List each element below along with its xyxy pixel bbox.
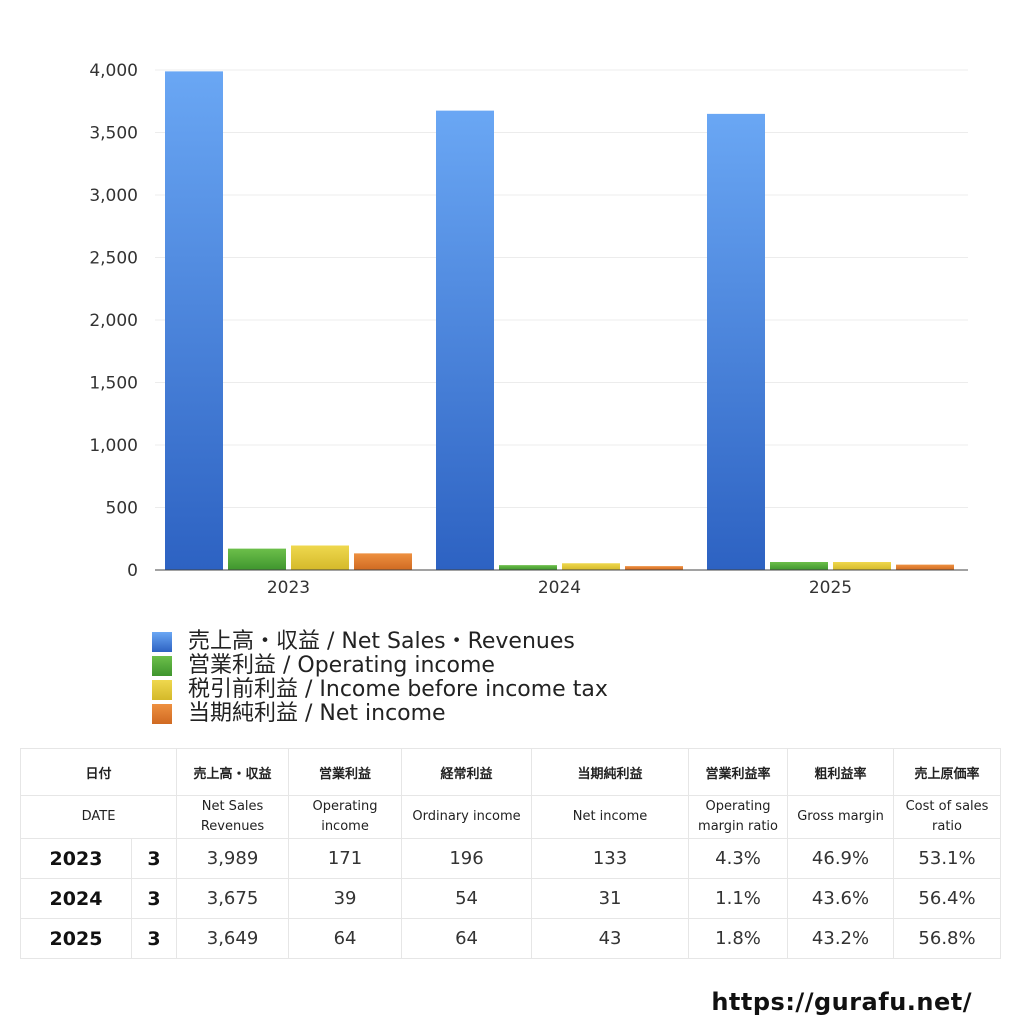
cell-operating-income: 171 xyxy=(288,838,403,879)
header-net-income-en: Net income xyxy=(531,795,690,839)
cell-operating-income: 39 xyxy=(288,878,403,919)
cell-net-sales: 3,675 xyxy=(176,878,290,919)
cell-cost-ratio: 56.8% xyxy=(893,918,1002,959)
x-tick-label: 2023 xyxy=(267,578,310,598)
legend-item-pretax-income: 税引前利益 / Income before income tax xyxy=(152,678,608,702)
cell-cost-ratio: 53.1% xyxy=(893,838,1002,879)
table-header-ja: 日付 売上高・収益 営業利益 経常利益 当期純利益 営業利益率 粗利益率 売上原… xyxy=(19,748,1002,796)
header-net-income-ja: 当期純利益 xyxy=(531,748,690,796)
header-net-sales-ja: 売上高・収益 xyxy=(176,748,290,796)
legend-swatch-net-income xyxy=(152,704,172,724)
cell-operating-margin: 1.8% xyxy=(688,918,789,959)
cell-net-income: 43 xyxy=(531,918,690,959)
y-tick-label: 0 xyxy=(127,561,138,581)
bar-series-0-2023 xyxy=(165,71,223,570)
site-url[interactable]: https://gurafu.net/ xyxy=(711,988,972,1016)
legend-item-net-income: 当期純利益 / Net income xyxy=(152,702,608,726)
y-tick-label: 3,500 xyxy=(89,124,138,144)
row-month: 3 xyxy=(130,838,178,879)
cell-cost-ratio: 56.4% xyxy=(893,878,1002,919)
row-year: 2025 xyxy=(20,918,132,959)
bars xyxy=(165,71,954,570)
financial-table: 日付 売上高・収益 営業利益 経常利益 当期純利益 営業利益率 粗利益率 売上原… xyxy=(19,748,1002,959)
cell-net-income: 133 xyxy=(531,838,690,879)
legend-swatch-net-sales xyxy=(152,632,172,652)
header-operating-margin-ja: 営業利益率 xyxy=(688,748,789,796)
bar-series-0-2024 xyxy=(436,110,494,570)
header-operating-income-ja: 営業利益 xyxy=(288,748,403,796)
header-cost-ratio-en: Cost of sales ratio xyxy=(893,795,1002,839)
bar-series-2-2023 xyxy=(291,545,349,570)
bar-series-2-2025 xyxy=(833,562,891,570)
legend: 売上高・収益 / Net Sales・Revenues 営業利益 / Opera… xyxy=(152,630,608,726)
cell-net-income: 31 xyxy=(531,878,690,919)
x-tick-label: 2024 xyxy=(538,578,581,598)
bar-series-1-2025 xyxy=(770,562,828,570)
y-tick-label: 3,000 xyxy=(89,186,138,206)
table-header-en: DATE Net Sales Revenues Operating income O… xyxy=(19,795,1002,839)
bar-series-1-2023 xyxy=(228,548,286,570)
cell-gross-margin: 43.6% xyxy=(787,878,895,919)
cell-ordinary-income: 196 xyxy=(401,838,533,879)
grid-lines xyxy=(155,69,968,508)
legend-label-pretax-income: 税引前利益 / Income before income tax xyxy=(188,677,608,702)
y-tick-label: 500 xyxy=(106,499,138,519)
cell-net-sales: 3,989 xyxy=(176,838,290,879)
cell-ordinary-income: 64 xyxy=(401,918,533,959)
header-ordinary-income-ja: 経常利益 xyxy=(401,748,533,796)
legend-label-net-income: 当期純利益 / Net income xyxy=(188,701,446,726)
header-ordinary-income-en: Ordinary income xyxy=(401,795,533,839)
bar-series-3-2023 xyxy=(354,553,412,570)
header-date-en: DATE xyxy=(19,795,178,839)
bar-series-0-2025 xyxy=(707,113,765,570)
y-tick-label: 1,000 xyxy=(89,436,138,456)
header-date-ja: 日付 xyxy=(19,748,178,796)
header-operating-income-en: Operating income xyxy=(288,795,403,839)
legend-label-operating-income: 営業利益 / Operating income xyxy=(188,653,495,678)
legend-swatch-operating-income xyxy=(152,656,172,676)
header-operating-margin-en: Operating margin ratio xyxy=(688,795,789,839)
legend-item-operating-income: 営業利益 / Operating income xyxy=(152,654,608,678)
legend-label-net-sales: 売上高・収益 / Net Sales・Revenues xyxy=(188,629,575,654)
header-net-sales-en: Net Sales Revenues xyxy=(176,795,290,839)
cell-gross-margin: 46.9% xyxy=(787,838,895,879)
bar-chart: 0 500 1,000 1,500 2,000 2,500 3,000 3,500 4,000 2… xyxy=(89,61,968,598)
cell-operating-income: 64 xyxy=(288,918,403,959)
header-cost-ratio-ja: 売上原価率 xyxy=(893,748,1002,796)
cell-gross-margin: 43.2% xyxy=(787,918,895,959)
table-row: 2023 3 3,989 171 196 133 4.3% 46.9% 53.1… xyxy=(20,838,1002,879)
legend-item-net-sales: 売上高・収益 / Net Sales・Revenues xyxy=(152,630,608,654)
row-month: 3 xyxy=(130,918,178,959)
row-year: 2023 xyxy=(20,838,132,879)
axes: 0 500 1,000 1,500 2,000 2,500 3,000 3,500 4,000 2… xyxy=(89,61,968,598)
cell-net-sales: 3,649 xyxy=(176,918,290,959)
bar-series-1-2024 xyxy=(499,565,557,570)
y-tick-label: 1,500 xyxy=(89,374,138,394)
x-tick-label: 2025 xyxy=(809,578,852,598)
table-row: 2025 3 3,649 64 64 43 1.8% 43.2% 56.8% xyxy=(20,918,1002,959)
cell-operating-margin: 4.3% xyxy=(688,838,789,879)
y-tick-label: 2,500 xyxy=(89,249,138,269)
bar-series-3-2024 xyxy=(625,566,683,570)
cell-operating-margin: 1.1% xyxy=(688,878,789,919)
table-row: 2024 3 3,675 39 54 31 1.1% 43.6% 56.4% xyxy=(20,878,1002,919)
y-tick-label: 4,000 xyxy=(89,61,138,81)
row-month: 3 xyxy=(130,878,178,919)
header-gross-margin-en: Gross margin xyxy=(787,795,895,839)
cell-ordinary-income: 54 xyxy=(401,878,533,919)
y-tick-label: 2,000 xyxy=(89,311,138,331)
bar-series-2-2024 xyxy=(562,563,620,570)
legend-swatch-pretax-income xyxy=(152,680,172,700)
row-year: 2024 xyxy=(20,878,132,919)
bar-series-3-2025 xyxy=(896,564,954,570)
header-gross-margin-ja: 粗利益率 xyxy=(787,748,895,796)
